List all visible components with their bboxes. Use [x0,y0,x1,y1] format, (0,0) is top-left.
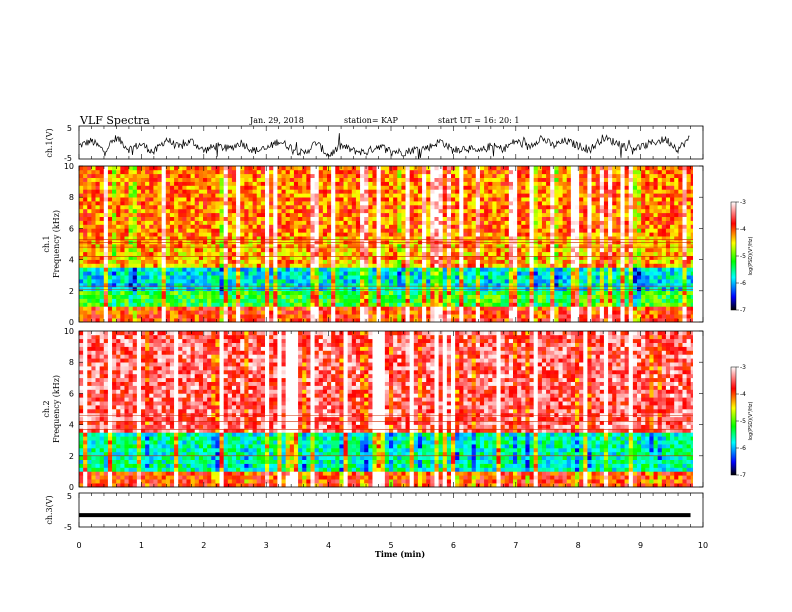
y-tick-label: 10 [64,327,74,336]
colorbar-tick-label: -7 [740,472,746,479]
y-tick-label: 8 [69,358,74,367]
ch1-colorbar: -3 -4 -5 -6 -7 log(PSD)(V²/Hz) [730,199,754,314]
x-tick-label: 9 [638,541,643,550]
y-tick-label: 0 [69,483,74,492]
ch1-frequency-axis-label: Frequency (kHz) [52,210,61,278]
colorbar-tick-label: -4 [740,391,746,398]
colorbar-tick-label: -6 [740,445,746,452]
y-tick-label: 6 [69,389,74,398]
colorbar-tick-label: -3 [740,364,746,371]
x-tick-label: 8 [576,541,581,550]
ch1-colorbar-label: log(PSD)(V²/Hz) [748,236,754,275]
colorbar-tick-label: -4 [740,226,746,233]
colorbar-tick-label: -6 [740,280,746,287]
ch1-ytick-top: 5 [67,124,72,133]
date-label: Jan. 29, 2018 [250,116,304,125]
x-tick-label: 3 [264,541,269,550]
ch3-ytick-bottom: -5 [64,523,72,532]
ch2-channel-label: ch.2 [42,400,51,417]
y-tick-label: 0 [69,318,74,327]
y-tick-label: 2 [69,452,74,461]
x-tick-label: 5 [388,541,393,550]
ch1-ytick-bottom: -5 [64,154,72,163]
colorbar-tick-label: -5 [740,253,746,260]
y-tick-label: 2 [69,287,74,296]
start-time-label: start UT = 16: 20: 1 [438,116,520,125]
x-tick-label: 4 [326,541,331,550]
colorbar-tick-label: -3 [740,199,746,206]
ch1-waveform-panel: 5 -5 ch.1(V) [45,124,704,163]
ch2-spectrogram-panel: 0 2 4 6 8 10 ch.2 Frequency (kHz) -3 -4 -5 -6 -7 … [42,327,754,492]
ch1-channel-label: ch.1 [42,235,51,252]
ch1-voltage-axis-label: ch.1(V) [45,128,54,157]
y-tick-label: 6 [69,224,74,233]
x-tick-label: 1 [139,541,144,550]
y-tick-label: 10 [64,162,74,171]
y-tick-label: 4 [69,421,74,430]
colorbar-tick-label: -5 [740,418,746,425]
ch3-waveform-frame [78,492,704,528]
y-tick-label: 8 [69,193,74,202]
x-tick-label: 2 [201,541,206,550]
x-tick-label: 10 [698,541,708,550]
ch1-spectrogram-panel: 0 2 4 6 8 10 ch.1 Frequency (kHz) -3 -4 -5 -6 -7 … [42,162,754,327]
ch3-ytick-top: 5 [67,492,72,501]
ch3-waveform-panel: 5 -5 ch.3(V) 0 1 2 3 4 5 6 7 8 9 10 Time (min) [45,492,708,559]
time-axis-label: Time (min) [375,549,425,559]
figure-title: VLF Spectra [80,114,150,127]
ch2-colorbar-label: log(PSD)(V²/Hz) [748,401,754,440]
ch1-waveform-line [79,133,690,159]
x-tick-label: 7 [513,541,518,550]
station-label: station= KAP [344,116,398,125]
x-tick-label: 0 [76,541,81,550]
y-tick-label: 4 [69,256,74,265]
ch3-voltage-axis-label: ch.3(V) [45,495,54,524]
ch2-frequency-axis-label: Frequency (kHz) [52,375,61,443]
colorbar-tick-label: -7 [740,307,746,314]
x-tick-label: 6 [451,541,456,550]
ch2-colorbar: -3 -4 -5 -6 -7 log(PSD)(V²/Hz) [730,364,754,479]
